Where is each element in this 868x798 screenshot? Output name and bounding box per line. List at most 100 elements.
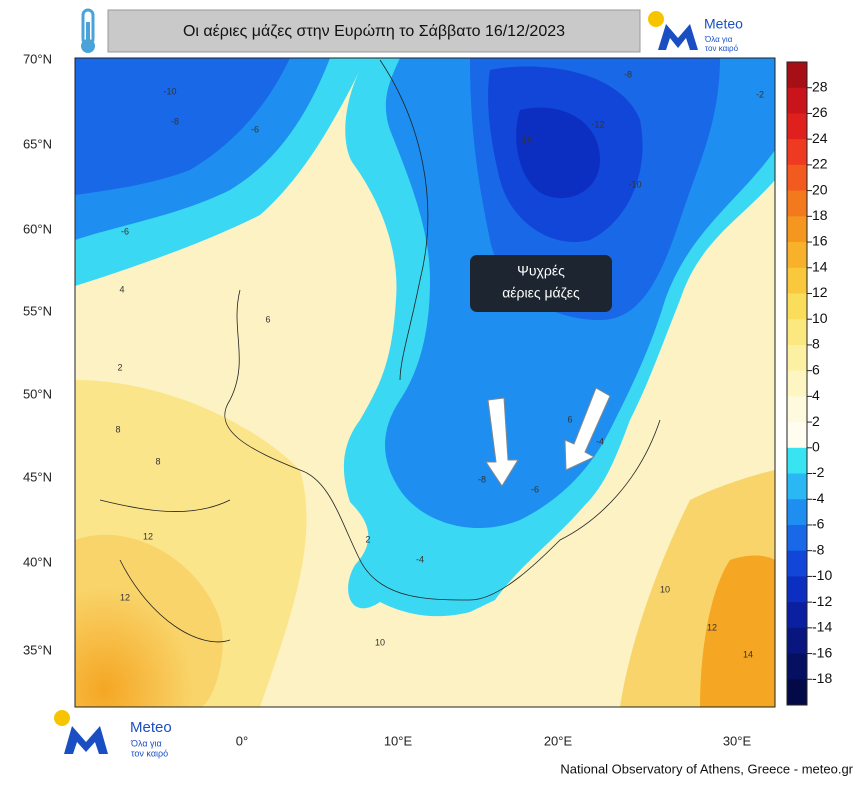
colorbar-box <box>787 473 807 500</box>
colorbar-label: -10 <box>812 567 832 583</box>
colorbar-label: 2 <box>812 413 820 429</box>
contour-labels: -10 -8 -6 -6 -12 -14 -10 -8 -2 4 6 2 8 8… <box>115 69 764 659</box>
logo: Meteo Όλα για τον καιρό <box>54 710 172 758</box>
contour-label: 14 <box>743 649 753 659</box>
colorbar-box <box>787 87 807 114</box>
contour-label: 8 <box>155 456 160 466</box>
colorbar-label: 18 <box>812 207 828 223</box>
colorbar-label: -2 <box>812 464 825 480</box>
colorbar-box <box>787 396 807 423</box>
colorbar-label: 28 <box>812 78 828 94</box>
map <box>75 58 775 707</box>
colorbar-label: 0 <box>812 439 820 455</box>
lon-labels: 0° 10°E 20°E 30°E <box>236 733 752 748</box>
lon-label: 20°E <box>544 733 573 748</box>
arrow <box>485 397 519 487</box>
colorbar-label: 26 <box>812 104 828 120</box>
colorbar-label: 6 <box>812 361 820 377</box>
colorbar-label: -12 <box>812 593 832 609</box>
colorbar-box <box>787 293 807 320</box>
contour-label: 6 <box>567 414 572 424</box>
contour-label: -6 <box>251 124 259 134</box>
colorbar-box <box>787 319 807 346</box>
contour-label: 12 <box>120 592 130 602</box>
logo: Meteo Όλα για τον καιρό <box>648 11 743 53</box>
colorbar-label: 10 <box>812 310 828 326</box>
colorbar-label: -8 <box>812 541 825 557</box>
colorbar-box <box>787 242 807 269</box>
lat-label: 65°N <box>23 136 52 151</box>
colorbar-box <box>787 602 807 629</box>
contour-label: 6 <box>265 314 270 324</box>
annotation: Ψυχρές <box>517 263 565 279</box>
logo-tagline: Όλα για <box>704 35 733 44</box>
colorbar-box <box>787 267 807 294</box>
colorbar-box <box>787 679 807 706</box>
contour-label: 2 <box>117 362 122 372</box>
annotation: αέριες μάζες <box>502 285 580 301</box>
contour-label: -10 <box>163 86 176 96</box>
colorbar-label: 4 <box>812 387 820 403</box>
contour-label: -8 <box>171 116 179 126</box>
colorbar: 2826242220181614121086420-2-4-6-8-10-12-… <box>786 61 832 706</box>
map-frame <box>74 57 776 708</box>
lon-label: 10°E <box>384 733 413 748</box>
title: Οι αέριες μάζες στην Ευρώπη το Σάββατο 1… <box>183 23 565 40</box>
colorbar-box <box>787 447 807 475</box>
colorbar-box <box>787 164 807 192</box>
lat-label: 40°N <box>23 554 52 569</box>
contour-label: -6 <box>121 226 129 236</box>
contour-label: -12 <box>591 119 604 129</box>
lat-label: 50°N <box>23 386 52 401</box>
colorbar-box <box>787 576 807 603</box>
colorbar-box <box>787 113 807 140</box>
colorbar-box <box>787 422 807 449</box>
thermometer-icon <box>81 8 95 53</box>
lon-label: 30°E <box>723 733 752 748</box>
arrow <box>564 387 611 471</box>
lat-label: 35°N <box>23 642 52 657</box>
colorbar-box <box>787 550 807 577</box>
colorbar-box <box>787 344 807 372</box>
contour-label: -4 <box>416 554 424 564</box>
contour-label: 10 <box>660 584 670 594</box>
contour-label: 12 <box>707 622 717 632</box>
lat-label: 45°N <box>23 469 52 484</box>
colorbar-label: 22 <box>812 156 828 172</box>
contour-label: -4 <box>596 436 604 446</box>
logo-tagline: τον καιρό <box>131 748 168 758</box>
colorbar-box <box>787 62 807 89</box>
contour-label: 8 <box>115 424 120 434</box>
contour-label: -2 <box>756 89 764 99</box>
lon-label: 0° <box>236 733 248 748</box>
contour-label: -8 <box>624 69 632 79</box>
lat-label: 60°N <box>23 221 52 236</box>
colorbar-box <box>787 370 807 397</box>
contour-label: -6 <box>531 484 539 494</box>
contour-label: 10 <box>375 637 385 647</box>
colorbar-label: 12 <box>812 284 828 300</box>
colorbar-label: 8 <box>812 336 820 352</box>
colorbar-label: 16 <box>812 233 828 249</box>
contour-label: 12 <box>143 531 153 541</box>
colorbar-label: -4 <box>812 490 825 506</box>
colorbar-label: 14 <box>812 258 828 274</box>
title-box <box>107 9 641 53</box>
colorbar-box <box>787 627 807 655</box>
colorbar-label: -14 <box>812 619 832 635</box>
annotation-box <box>470 255 612 312</box>
contour-label: -8 <box>478 474 486 484</box>
colorbar-label: 24 <box>812 130 828 146</box>
lat-labels: 70°N 65°N 60°N 55°N 50°N 45°N 40°N 35°N <box>23 51 52 657</box>
lat-label: 55°N <box>23 303 52 318</box>
contour-label: -14 <box>518 134 531 144</box>
colorbar-box <box>787 653 807 680</box>
contour-label: -10 <box>628 179 641 189</box>
colorbar-box <box>787 499 807 526</box>
footer: National Observatory of Athens, Greece -… <box>560 761 853 776</box>
logo-name: Meteo <box>130 719 172 736</box>
colorbar-box <box>787 216 807 243</box>
colorbar-label: -16 <box>812 644 832 660</box>
logo-tagline: Όλα για <box>130 738 162 748</box>
